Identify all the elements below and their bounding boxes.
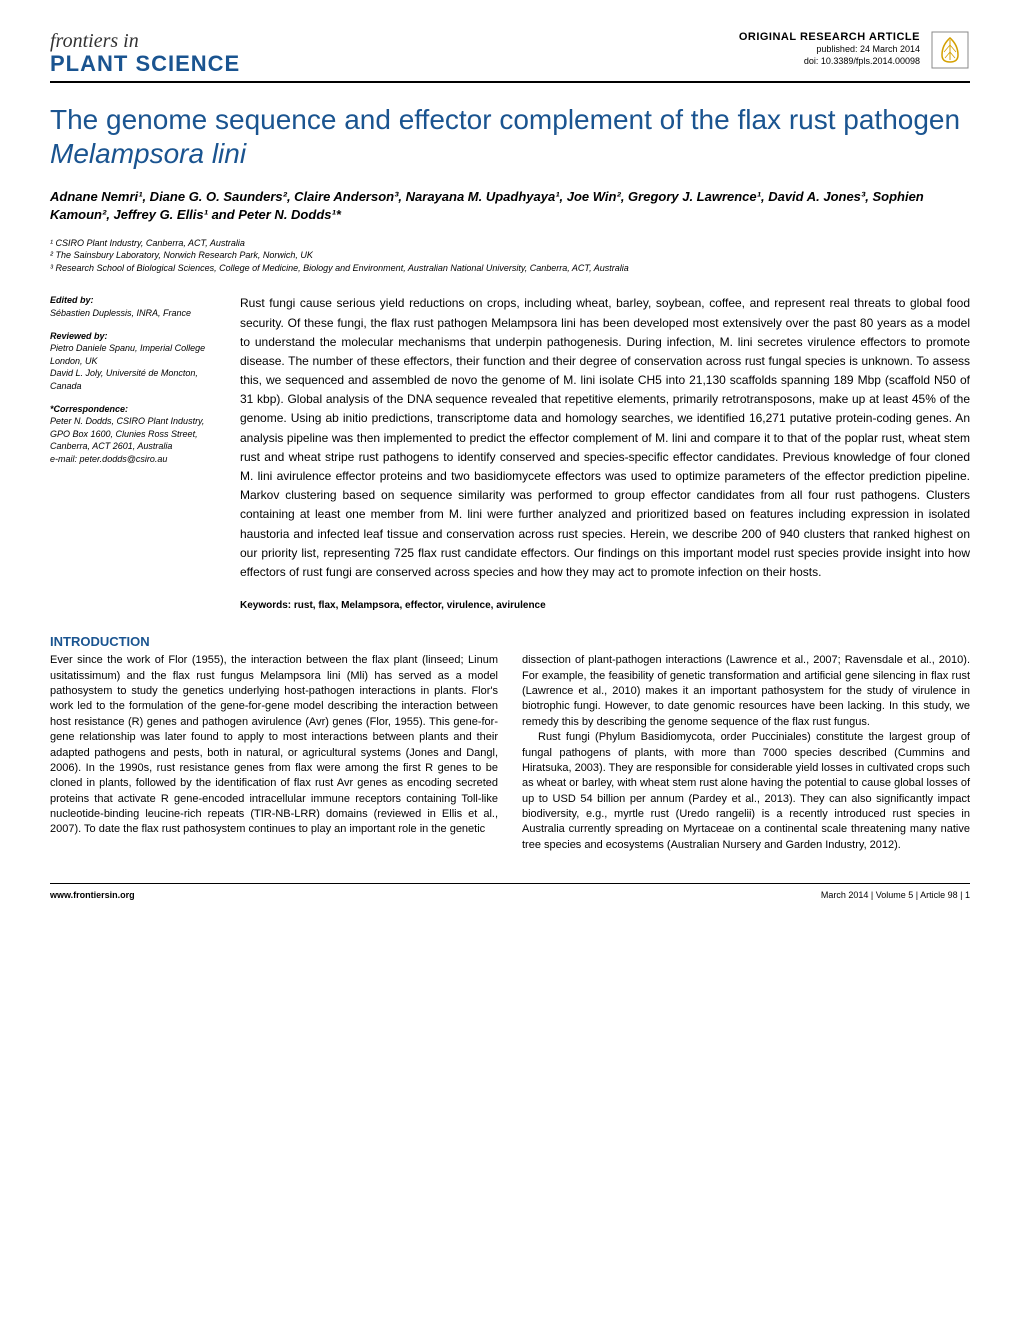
abstract: Rust fungi cause serious yield reduction… bbox=[240, 294, 970, 614]
article-title[interactable]: The genome sequence and effector complem… bbox=[50, 103, 970, 170]
correspondence-address: Peter N. Dodds, CSIRO Plant Industry, GP… bbox=[50, 415, 220, 453]
journal-brand: frontiers in bbox=[50, 30, 240, 53]
reviewer-1: Pietro Daniele Spanu, Imperial College L… bbox=[50, 342, 220, 367]
header-right: ORIGINAL RESEARCH ARTICLE published: 24 … bbox=[739, 30, 970, 70]
reviewed-by-section: Reviewed by: Pietro Daniele Spanu, Imper… bbox=[50, 330, 220, 393]
correspondence-label: *Correspondence: bbox=[50, 403, 220, 416]
keywords-text: rust, flax, Melampsora, effector, virule… bbox=[294, 600, 546, 611]
title-species: Melampsora lini bbox=[50, 138, 246, 169]
reviewed-by-label: Reviewed by: bbox=[50, 330, 220, 343]
page-footer: www.frontiersin.org March 2014 | Volume … bbox=[50, 883, 970, 900]
body-column-left: Ever since the work of Flor (1955), the … bbox=[50, 653, 498, 853]
publication-info: ORIGINAL RESEARCH ARTICLE published: 24 … bbox=[739, 30, 920, 68]
affiliations: ¹ CSIRO Plant Industry, Canberra, ACT, A… bbox=[50, 237, 970, 275]
article-type: ORIGINAL RESEARCH ARTICLE bbox=[739, 30, 920, 44]
authors-list: Adnane Nemri¹, Diane G. O. Saunders², Cl… bbox=[50, 188, 970, 224]
intro-para-3: Rust fungi (Phylum Basidiomycota, order … bbox=[522, 730, 970, 853]
intro-para-1: Ever since the work of Flor (1955), the … bbox=[50, 653, 498, 838]
body-column-right: dissection of plant-pathogen interaction… bbox=[522, 653, 970, 853]
affiliation-2: ² The Sainsbury Laboratory, Norwich Rese… bbox=[50, 249, 970, 262]
edited-by-section: Edited by: Sébastien Duplessis, INRA, Fr… bbox=[50, 294, 220, 319]
intro-para-2: dissection of plant-pathogen interaction… bbox=[522, 653, 970, 730]
introduction-heading: INTRODUCTION bbox=[50, 634, 970, 649]
reviewer-2: David L. Joly, Université de Moncton, Ca… bbox=[50, 367, 220, 392]
keywords-label: Keywords: bbox=[240, 600, 294, 611]
body-columns: Ever since the work of Flor (1955), the … bbox=[50, 653, 970, 853]
edited-by-name: Sébastien Duplessis, INRA, France bbox=[50, 307, 220, 320]
affiliation-1: ¹ CSIRO Plant Industry, Canberra, ACT, A… bbox=[50, 237, 970, 250]
footer-page-info: March 2014 | Volume 5 | Article 98 | 1 bbox=[821, 890, 970, 900]
published-date: published: 24 March 2014 bbox=[739, 44, 920, 56]
correspondence-email[interactable]: e-mail: peter.dodds@csiro.au bbox=[50, 453, 220, 466]
footer-url[interactable]: www.frontiersin.org bbox=[50, 890, 135, 900]
journal-logo-icon bbox=[930, 30, 970, 70]
edited-by-label: Edited by: bbox=[50, 294, 220, 307]
header-left: frontiers in PLANT SCIENCE bbox=[50, 30, 240, 77]
abstract-text: Rust fungi cause serious yield reduction… bbox=[240, 296, 970, 579]
affiliation-3: ³ Research School of Biological Sciences… bbox=[50, 262, 970, 275]
correspondence-section: *Correspondence: Peter N. Dodds, CSIRO P… bbox=[50, 403, 220, 466]
page-header: frontiers in PLANT SCIENCE ORIGINAL RESE… bbox=[50, 30, 970, 83]
doi: doi: 10.3389/fpls.2014.00098 bbox=[739, 56, 920, 68]
journal-name[interactable]: PLANT SCIENCE bbox=[50, 51, 240, 77]
title-text: The genome sequence and effector complem… bbox=[50, 104, 960, 135]
editorial-sidebar: Edited by: Sébastien Duplessis, INRA, Fr… bbox=[50, 294, 220, 614]
abstract-section: Edited by: Sébastien Duplessis, INRA, Fr… bbox=[50, 294, 970, 614]
keywords-line: Keywords: rust, flax, Melampsora, effect… bbox=[240, 598, 970, 614]
footer-citation: March 2014 | Volume 5 | Article 98 | 1 bbox=[821, 890, 970, 900]
